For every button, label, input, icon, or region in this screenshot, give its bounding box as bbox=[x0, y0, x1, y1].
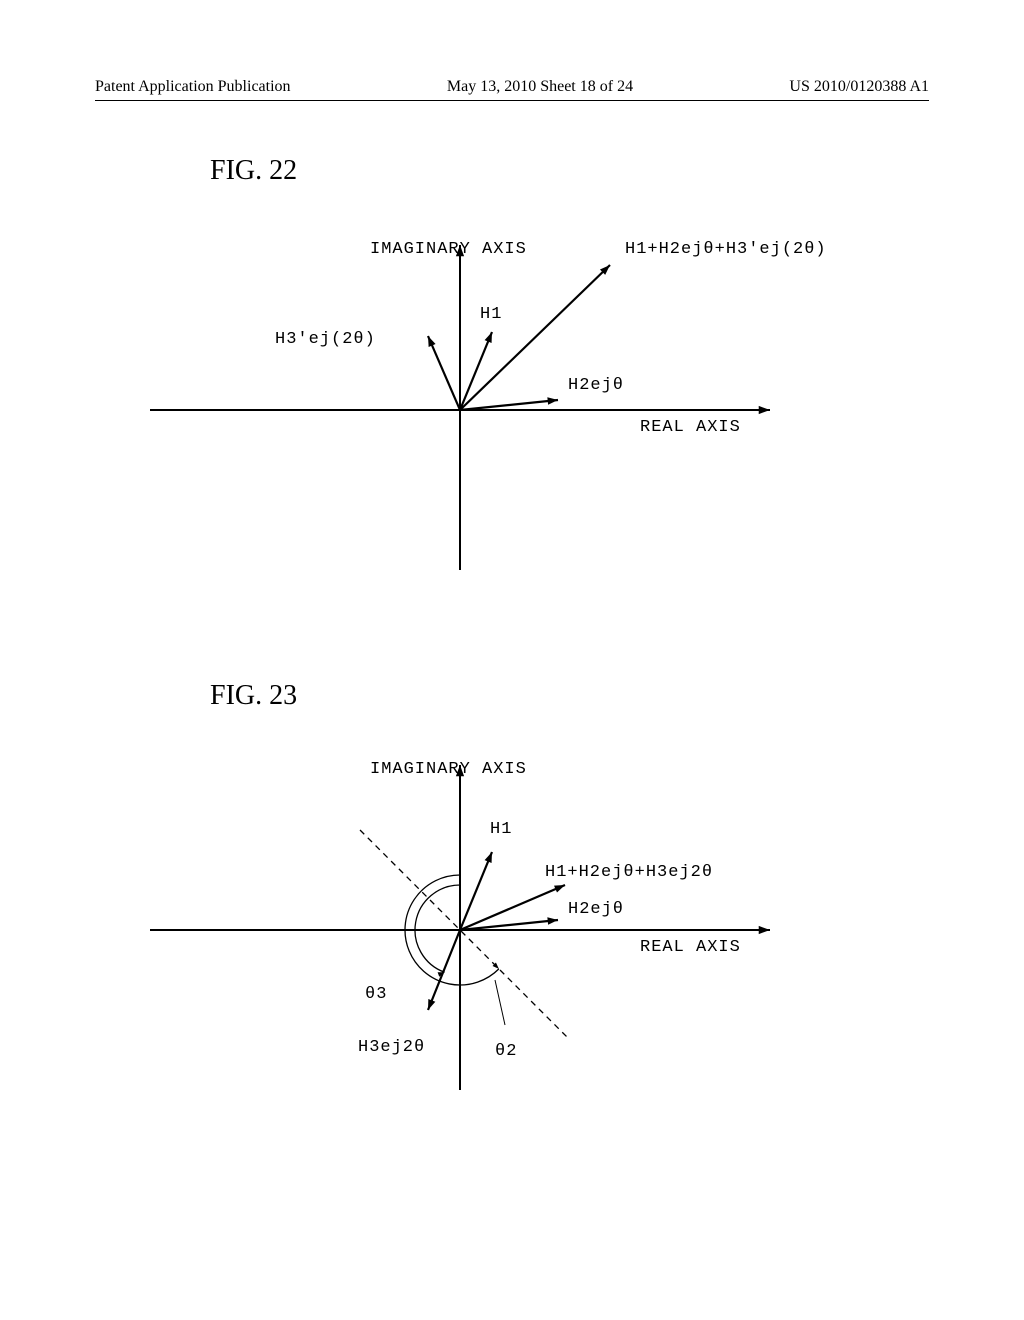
fig23-label-imag-axis: IMAGINARY AXIS bbox=[370, 760, 527, 779]
fig22-label-h2: H2ejθ bbox=[568, 376, 624, 395]
fig23-label-h1: H1 bbox=[490, 820, 512, 839]
fig23-label-sum: H1+H2ejθ+H3ej2θ bbox=[545, 863, 713, 882]
fig23-label-real-axis: REAL AXIS bbox=[640, 938, 741, 957]
fig22-label-imag-axis: IMAGINARY AXIS bbox=[370, 240, 527, 259]
fig22-label-sum: H1+H2ejθ+H3'ej(2θ) bbox=[625, 240, 827, 259]
page-header: Patent Application Publication May 13, 2… bbox=[0, 78, 1024, 96]
header-rule bbox=[95, 100, 929, 101]
fig22-label-real-axis: REAL AXIS bbox=[640, 418, 741, 437]
header-left: Patent Application Publication bbox=[95, 78, 291, 96]
fig22-title: FIG. 22 bbox=[210, 155, 297, 187]
fig22-label-h3: H3'ej(2θ) bbox=[275, 330, 376, 349]
header-right: US 2010/0120388 A1 bbox=[789, 78, 929, 96]
fig23-label-h3: H3ej2θ bbox=[358, 1038, 425, 1057]
fig22-svg bbox=[0, 240, 1024, 590]
fig23-title: FIG. 23 bbox=[210, 680, 297, 712]
header-center: May 13, 2010 Sheet 18 of 24 bbox=[447, 78, 633, 96]
fig23-diagram: IMAGINARY AXIS REAL AXIS H1 H1+H2ejθ+H3e… bbox=[0, 760, 1024, 1115]
fig23-label-theta3: θ3 bbox=[365, 985, 387, 1004]
fig22-label-h1: H1 bbox=[480, 305, 502, 324]
fig22-diagram: IMAGINARY AXIS REAL AXIS H1+H2ejθ+H3'ej(… bbox=[0, 240, 1024, 595]
fig23-label-h2: H2ejθ bbox=[568, 900, 624, 919]
fig23-label-theta2: θ2 bbox=[495, 1042, 517, 1061]
